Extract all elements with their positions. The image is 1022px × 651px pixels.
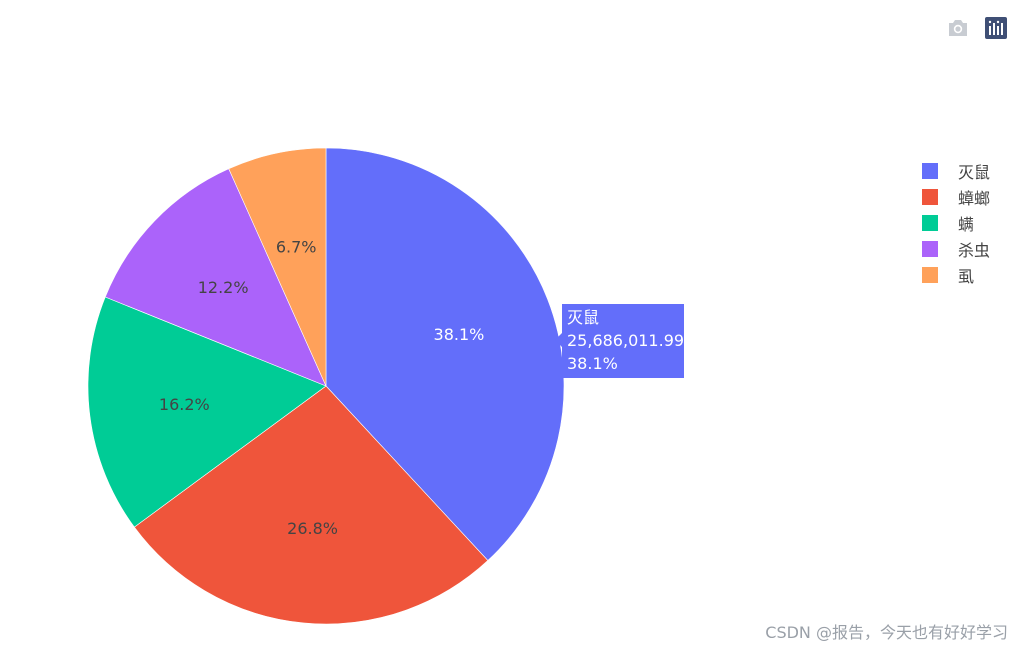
- plotly-logo-icon: [985, 17, 1007, 39]
- legend-swatch: [922, 163, 938, 179]
- legend-item[interactable]: 灭鼠: [922, 158, 990, 184]
- camera-icon: [949, 20, 967, 36]
- legend: 灭鼠 蟑螂 螨 杀虫 虱: [922, 158, 990, 288]
- legend-item[interactable]: 螨: [922, 210, 990, 236]
- pie-slice-label: 12.2%: [198, 278, 249, 297]
- pie-slice-label: 6.7%: [276, 237, 317, 256]
- pie-slice-label: 38.1%: [434, 325, 485, 344]
- pie-slices: [87, 147, 565, 625]
- legend-label: 蟑螂: [958, 189, 991, 208]
- pie-slice[interactable]: [104, 168, 327, 387]
- download-plot-button[interactable]: [946, 16, 970, 40]
- hover-percent: 38.1%: [567, 354, 618, 373]
- legend-label: 螨: [958, 215, 975, 234]
- legend-swatch: [922, 267, 938, 283]
- pie-slice-label: 16.2%: [159, 395, 210, 414]
- pie-slice-label: 26.8%: [287, 519, 338, 538]
- pie-slice[interactable]: [133, 385, 489, 625]
- pie-slice[interactable]: [228, 147, 327, 387]
- legend-label: 灭鼠: [958, 163, 991, 182]
- legend-item[interactable]: 蟑螂: [922, 184, 990, 210]
- legend-label: 杀虫: [958, 241, 991, 260]
- legend-label: 虱: [958, 267, 975, 286]
- pie-slice-labels: 38.1% 26.8% 16.2% 12.2% 6.7%: [159, 237, 484, 538]
- legend-item[interactable]: 杀虫: [922, 236, 990, 262]
- pie-slice[interactable]: [87, 296, 327, 528]
- modebar: [946, 16, 1008, 40]
- legend-swatch: [922, 215, 938, 231]
- legend-swatch: [922, 189, 938, 205]
- watermark: CSDN @报告，今天也有好好学习: [765, 623, 1008, 642]
- hover-tooltip-arrow: [555, 333, 562, 347]
- hover-value: 25,686,011.99: [567, 331, 685, 350]
- legend-swatch: [922, 241, 938, 257]
- pie-slice[interactable]: [325, 147, 565, 561]
- hover-tooltip: 灭鼠 25,686,011.99 38.1%: [562, 304, 684, 378]
- legend-item[interactable]: 虱: [922, 262, 990, 288]
- hover-label: 灭鼠: [567, 308, 600, 327]
- plotly-logo-button[interactable]: [984, 16, 1008, 40]
